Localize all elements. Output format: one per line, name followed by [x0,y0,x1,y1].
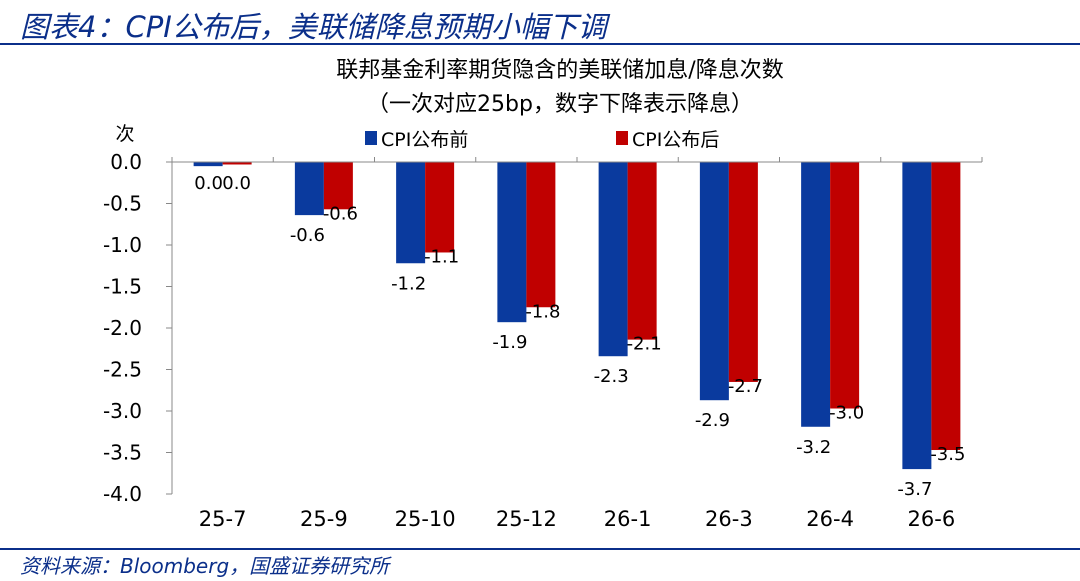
y-tick-label: -3.5 [103,441,142,465]
bar-after [323,162,353,210]
data-label-before: -0.6 [290,225,325,246]
data-label-before: -1.2 [391,273,426,294]
data-label-before: -3.7 [897,479,932,500]
figure-title: 图表4：CPI公布后，美联储降息预期小幅下调 [20,10,607,44]
data-label-after: -0.6 [323,203,358,224]
data-label-before: 0.0 [194,173,223,194]
data-label-after: -2.7 [728,376,763,397]
x-tick-label: 25-12 [496,507,557,531]
x-tick-label: 26-1 [604,507,652,531]
data-label-before: -2.3 [594,366,629,387]
x-tick-label: 25-7 [199,507,247,531]
bottom-divider [0,548,1080,550]
data-label-after: -3.5 [930,444,965,465]
x-tick-label: 25-10 [395,507,456,531]
legend-swatch-before [365,131,377,145]
bar-after [728,162,758,382]
data-label-before: -1.9 [492,332,527,353]
axes [171,157,983,494]
data-label-after: -2.1 [627,334,662,355]
bar-before [699,162,729,401]
x-tick-label: 26-6 [908,507,956,531]
x-axis-labels: 25-7 25-9 25-10 25-12 26-1 26-3 26-4 26-6 [199,507,955,531]
legend-label-after: CPI公布后 [632,129,719,151]
top-divider [0,43,1080,45]
bar-before [396,162,426,264]
y-tick-label: -3.0 [103,399,142,423]
bar-chart: 联邦基金利率期货隐含的美联储加息/降息次数 （一次对应25bp，数字下降表示降息… [103,58,983,531]
data-label-before: -3.2 [796,437,831,458]
data-labels: 0.0 0.0 -0.6-0.6 -1.2 -1.1 -1.9 -1.8 -2.3 -2.1 -2… [194,173,965,500]
y-tick-label: -4.0 [103,482,142,506]
y-axis-label: 次 [115,123,134,145]
bar-after [526,162,556,308]
bar-after [222,162,252,165]
bar-before [801,162,831,427]
chart-title: 联邦基金利率期货隐含的美联储加息/降息次数 [336,58,783,83]
chart-subtitle: （一次对应25bp，数字下降表示降息） [367,92,753,117]
bars [193,162,961,470]
bar-after [931,162,961,451]
x-tick-label: 26-3 [705,507,753,531]
y-tick-label: -0.5 [103,192,142,216]
y-axis-ticks: 0.0 -0.5 -1.0 -1.5 -2.0 -2.5 -3.0 -3.5 -4.0 [103,150,172,506]
legend-swatch-after [616,131,628,145]
y-tick-label: -1.5 [103,275,142,299]
data-label-after: -1.1 [424,246,459,267]
legend-label-before: CPI公布前 [381,129,468,151]
data-label-after: 0.0 [222,173,251,194]
y-tick-label: -2.0 [103,316,142,340]
bar-after [627,162,657,340]
bar-before [294,162,324,216]
bar-before [598,162,628,357]
legend: CPI公布前 CPI公布后 [365,129,719,151]
x-tick-label: 26-4 [806,507,854,531]
x-tick-label: 25-9 [300,507,348,531]
data-label-after: -3.0 [829,403,864,424]
y-tick-label: -2.5 [103,358,142,382]
bar-after [425,162,455,253]
bar-before [902,162,932,470]
y-tick-label: -1.0 [103,233,142,257]
data-label-after: -1.8 [525,301,560,322]
bar-before [497,162,527,323]
bar-before [193,162,223,167]
source-note: 资料来源：Bloomberg，国盛证券研究所 [20,554,390,578]
y-tick-label: 0.0 [110,150,142,174]
data-label-before: -2.9 [695,410,730,431]
bar-after [830,162,860,409]
